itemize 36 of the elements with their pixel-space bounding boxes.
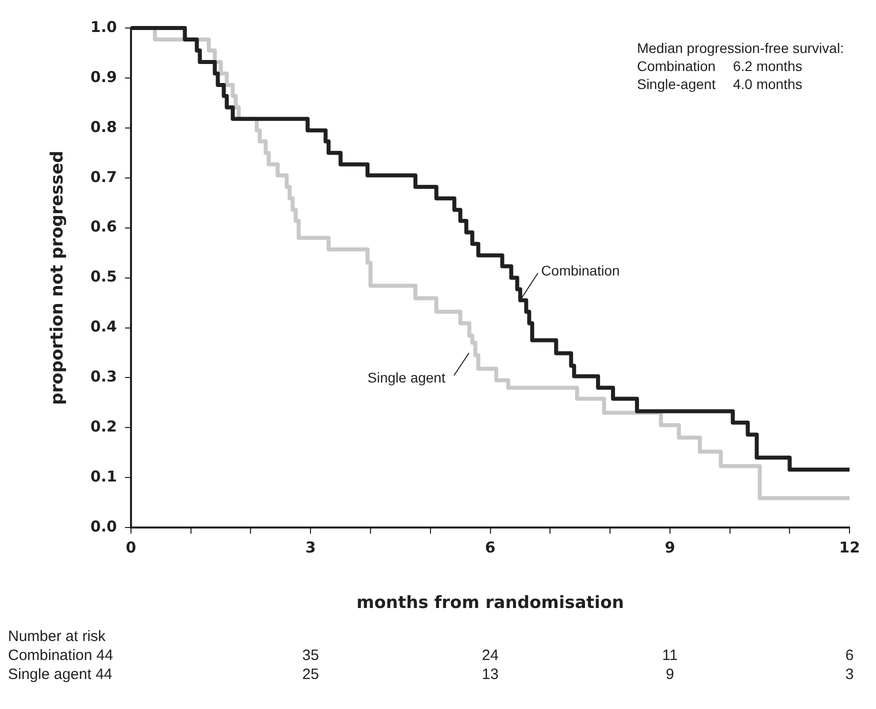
y-tick-label: 0.1 bbox=[90, 468, 117, 486]
x-tick-label: 9 bbox=[664, 538, 676, 556]
y-tick-label: 1.0 bbox=[90, 18, 117, 36]
text: 13 bbox=[480, 666, 500, 684]
annotation: Single-agent bbox=[636, 76, 716, 92]
y-tick-label: 0.4 bbox=[90, 318, 117, 336]
annotation: 4.0 months bbox=[732, 76, 802, 92]
text: 9 bbox=[664, 666, 676, 684]
x-tick-label: 6 bbox=[485, 538, 496, 556]
text: 3 bbox=[844, 666, 855, 684]
series-label: Combination bbox=[541, 262, 620, 278]
y-tick-label: 0.5 bbox=[90, 268, 117, 286]
annotation: Median progression-free survival: bbox=[636, 40, 844, 56]
text: Combination 44 bbox=[8, 647, 114, 665]
y-tick-label: 0.3 bbox=[90, 368, 117, 386]
annotation: Combination bbox=[636, 58, 716, 74]
y-axis-title: proportion not progressed bbox=[48, 150, 68, 405]
y-tick-label: 0.7 bbox=[90, 168, 117, 186]
text: 25 bbox=[301, 666, 320, 684]
y-tick-label: 0.9 bbox=[90, 68, 117, 86]
text: 11 bbox=[661, 647, 679, 665]
annotation: 6.2 months bbox=[732, 58, 802, 74]
text: 6 bbox=[844, 647, 855, 665]
x-tick-label: 3 bbox=[305, 538, 316, 556]
text: Number at risk bbox=[8, 628, 106, 646]
text: 35 bbox=[301, 647, 320, 665]
y-tick-label: 0.0 bbox=[90, 517, 117, 536]
y-tick-label: 0.6 bbox=[90, 218, 117, 236]
y-tick-label: 0.2 bbox=[90, 418, 117, 436]
x-tick-label: 0 bbox=[126, 538, 136, 556]
y-tick-label: 0.8 bbox=[90, 118, 117, 136]
x-tick-label: 12 bbox=[839, 538, 860, 556]
text: 24 bbox=[480, 647, 500, 665]
text: Single agent 44 bbox=[8, 666, 112, 684]
text: Single agent bbox=[368, 370, 446, 386]
x-axis-title: months from randomisation bbox=[356, 593, 624, 614]
